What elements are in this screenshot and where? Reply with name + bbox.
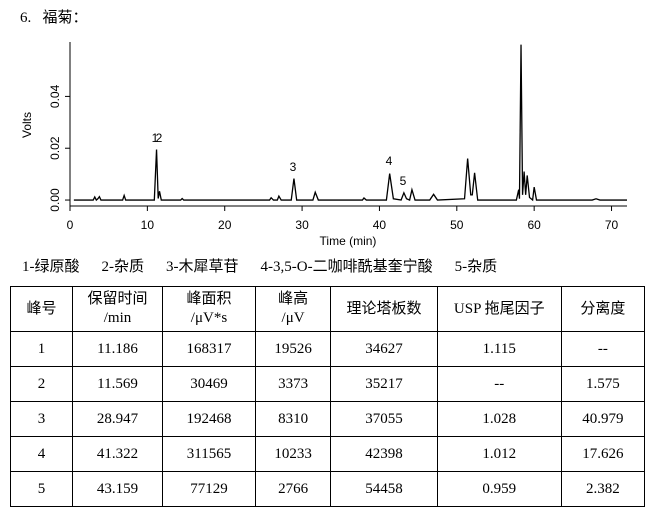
peak-label: 4: [386, 154, 393, 168]
table-cell: 1.012: [436, 436, 562, 472]
header-cell: 保留时间 /min: [72, 286, 163, 332]
table-cell: 1.115: [436, 331, 562, 367]
table-cell: 10233: [254, 436, 332, 472]
x-tick-label: 0: [67, 218, 74, 232]
x-tick-label: 70: [605, 218, 619, 232]
table-cell: 77129: [161, 471, 256, 507]
table-cell: 8310: [254, 401, 332, 437]
chart: Time (min) Volts 0 10 20 30 40 50 60 70 0.00 0.02…: [20, 42, 627, 248]
y-tick-label: 0.02: [48, 136, 62, 160]
header-cell: 分离度: [560, 286, 646, 332]
x-tick-label: 40: [373, 218, 387, 232]
peak-label: 1: [152, 131, 159, 145]
table-cell: 2: [9, 366, 74, 402]
table-cell: 11.186: [72, 331, 163, 367]
table-cell: 5: [9, 471, 74, 507]
table-row: 3 28.947 192468 8310 37055 1.028 40.979: [9, 401, 646, 437]
table-row: 4 41.322 311565 10233 42398 1.012 17.626: [9, 436, 646, 472]
trace: [73, 44, 627, 202]
table-cell: 192468: [161, 401, 256, 437]
table-cell: 28.947: [72, 401, 163, 437]
x-tick-label: 10: [141, 218, 155, 232]
header-cell: USP 拖尾因子: [436, 286, 562, 332]
x-tick-label: 20: [218, 218, 232, 232]
y-axis-title: Volts: [20, 112, 34, 138]
header-row: 峰号 保留时间 /min 峰面积 /μV*s 峰高 /μV 理论塔板数 USP 拖尾因子分…: [9, 286, 646, 332]
x-axis-title: Time (min): [320, 234, 377, 248]
header-cell: 理论塔板数: [330, 286, 438, 332]
legend-item: 2-杂质: [101, 259, 145, 275]
table-row: 1 11.186 168317 19526 34627 1.115 --: [9, 331, 646, 367]
x-tick-label: 60: [527, 218, 541, 232]
header-cell: 峰面积 /μV*s: [161, 286, 256, 332]
data-table: 峰号 保留时间 /min 峰面积 /μV*s 峰高 /μV 理论塔板数 USP 拖尾因子分…: [9, 286, 646, 507]
table-cell: 37055: [330, 401, 438, 437]
table-cell: 168317: [161, 331, 256, 367]
table-cell: 35217: [330, 366, 438, 402]
legend-item: 5-杂质: [454, 259, 498, 275]
y-tick-label: 0.00: [48, 188, 62, 212]
table-cell: 54458: [330, 471, 438, 507]
table-cell: 4: [9, 436, 74, 472]
table-cell: 41.322: [72, 436, 163, 472]
table-row: 2 11.569 30469 3373 35217 -- 1.575: [9, 366, 646, 402]
peak-label: 2: [156, 131, 163, 145]
table-cell: 2.382: [560, 471, 646, 507]
table-cell: 3: [9, 401, 74, 437]
table-row: 5 43.159 77129 2766 54458 0.959 2.382: [9, 471, 646, 507]
table-cell: 30469: [161, 366, 256, 402]
table-cell: 43.159: [72, 471, 163, 507]
x-tick-label: 50: [450, 218, 464, 232]
table-cell: 3373: [254, 366, 332, 402]
table-cell: 17.626: [560, 436, 646, 472]
legend-item: 3-木犀草苷: [166, 259, 239, 275]
doc-title: 6. 福菊：: [20, 10, 88, 26]
table-cell: 19526: [254, 331, 332, 367]
header-cell: 峰高 /μV: [254, 286, 332, 332]
table-cell: --: [436, 366, 562, 402]
peak-label: 3: [290, 160, 297, 174]
legend-item: 1-绿原酸: [22, 259, 80, 275]
table-cell: --: [560, 331, 646, 367]
y-tick-label: 0.04: [48, 84, 62, 108]
table-cell: 311565: [161, 436, 256, 472]
table-cell: 40.979: [560, 401, 646, 437]
table-cell: 42398: [330, 436, 438, 472]
table-cell: 11.569: [72, 366, 163, 402]
table-cell: 0.959: [436, 471, 562, 507]
table-cell: 34627: [330, 331, 438, 367]
x-tick-label: 30: [295, 218, 309, 232]
peak-legend: 1-绿原酸 2-杂质 3-木犀草苷 4-3,5-O-二咖啡酰基奎宁酸 5-杂质: [22, 255, 497, 276]
table-cell: 1: [9, 331, 74, 367]
table-cell: 2766: [254, 471, 332, 507]
header-cell: 峰号: [9, 286, 74, 332]
peak-label: 5: [400, 174, 407, 188]
table-cell: 1.575: [560, 366, 646, 402]
table-cell: 1.028: [436, 401, 562, 437]
legend-item: 4-3,5-O-二咖啡酰基奎宁酸: [260, 259, 433, 275]
